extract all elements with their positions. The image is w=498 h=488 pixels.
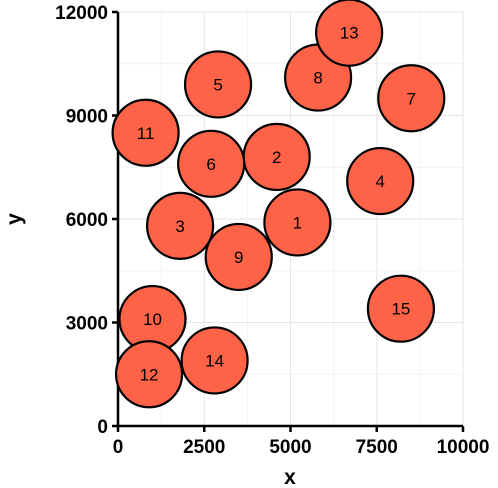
data-point-13: 13 — [315, 0, 384, 67]
data-point-7: 7 — [377, 64, 446, 133]
point-label: 7 — [407, 89, 416, 108]
x-tick-label: 7500 — [356, 437, 398, 458]
y-tick-label: 9000 — [66, 107, 108, 128]
data-point-1: 1 — [263, 188, 332, 257]
data-point-12: 12 — [114, 340, 184, 409]
data-point-9: 9 — [204, 222, 273, 292]
x-tick-label: 5000 — [269, 437, 311, 458]
point-marker — [180, 326, 249, 395]
point-label: 13 — [340, 24, 359, 43]
x-tick-label: 2500 — [183, 437, 225, 458]
point-marker — [346, 146, 415, 216]
point-label: 2 — [272, 148, 281, 167]
axes: 0 2500 5000 7500 10000 0 3000 6000 9000 12000 — [55, 3, 489, 458]
x-axis-title: x — [284, 466, 296, 488]
point-label: 10 — [143, 310, 162, 329]
point-label: 3 — [175, 217, 184, 236]
data-point-14: 14 — [180, 326, 249, 395]
y-tick-label: 0 — [97, 417, 108, 438]
point-marker — [315, 0, 384, 67]
point-label: 8 — [313, 69, 322, 88]
point-label: 4 — [375, 172, 384, 191]
point-marker — [111, 98, 180, 167]
point-marker — [183, 50, 253, 119]
data-point-6: 6 — [177, 129, 246, 198]
y-tick-label: 3000 — [66, 314, 108, 335]
point-marker — [263, 188, 332, 257]
y-axis-title: y — [3, 213, 26, 225]
y-tick-label: 12000 — [55, 3, 108, 24]
point-marker — [177, 129, 246, 198]
point-marker — [114, 340, 184, 409]
x-tick-label: 0 — [113, 437, 124, 458]
data-point-4: 4 — [346, 146, 415, 216]
point-label: 6 — [206, 155, 215, 174]
point-label: 5 — [213, 75, 222, 94]
point-label: 14 — [205, 351, 224, 370]
data-point-15: 15 — [366, 274, 435, 343]
point-label: 9 — [234, 248, 243, 267]
point-label: 1 — [293, 213, 302, 232]
point-label: 12 — [140, 365, 159, 384]
x-tick-label: 10000 — [437, 437, 490, 458]
data-point-5: 5 — [183, 50, 253, 119]
point-marker — [377, 64, 446, 133]
point-marker — [146, 191, 215, 260]
point-marker — [204, 222, 273, 292]
data-point-3: 3 — [146, 191, 215, 260]
data-point-11: 11 — [111, 98, 180, 167]
point-label: 15 — [391, 300, 410, 319]
point-marker — [366, 274, 435, 343]
point-label: 11 — [137, 124, 155, 143]
data-point-2: 2 — [242, 122, 311, 191]
y-tick-label: 6000 — [66, 210, 108, 231]
